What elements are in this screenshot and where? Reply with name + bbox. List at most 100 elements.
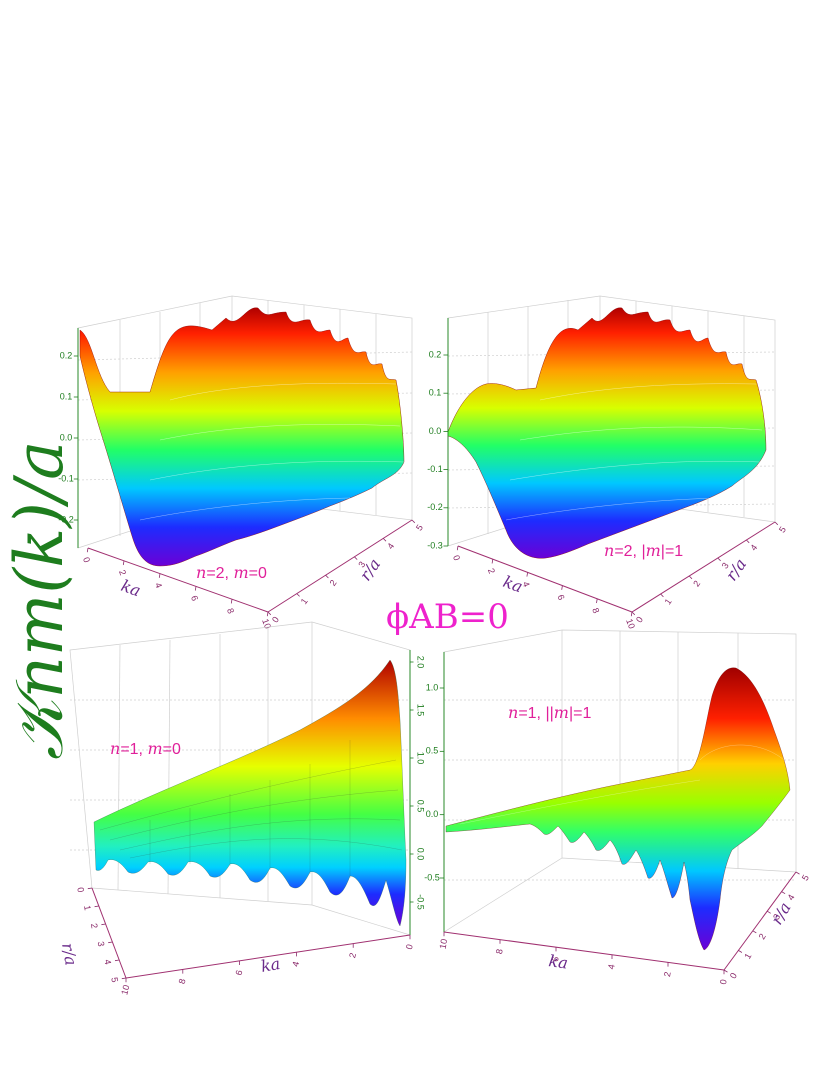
panel-label: n=2, |m|=1 <box>604 541 683 560</box>
y-tick-mark <box>746 539 750 544</box>
y-tick-mark <box>94 905 99 908</box>
surface-n2-m0 <box>79 307 405 567</box>
y-tick-mark <box>382 538 387 542</box>
x-tick-label: 2 <box>347 952 358 959</box>
x-tick-mark <box>456 545 459 551</box>
y-tick-label: 0 <box>634 615 645 625</box>
x-axis: 10 8 6 4 2 0 ka <box>438 931 729 986</box>
y-tick-label: 5 <box>414 523 425 533</box>
z-tick-label: 0.0 <box>416 848 426 861</box>
z-tick-label: 0.5 <box>426 746 439 756</box>
y-tick-label: 5 <box>109 977 120 984</box>
z-tick-label: -0.3 <box>427 540 443 550</box>
center-phi-label: ϕAB=0 <box>386 597 509 637</box>
x-tick-mark <box>266 611 269 617</box>
x-tick-mark <box>158 573 161 578</box>
y-tick-label: 1 <box>82 905 93 912</box>
surface-n1-m1 <box>445 667 791 951</box>
x-tick-mark <box>122 560 125 566</box>
y-axis-label: r/a <box>58 941 81 967</box>
z-tick-label: 0.2 <box>429 349 442 359</box>
y-tick-mark <box>108 941 113 944</box>
x-axis-label: ka <box>119 576 144 600</box>
x-tick-mark <box>194 586 197 591</box>
z-tick-label: -0.1 <box>427 464 443 474</box>
x-tick-label: 6 <box>189 594 200 602</box>
y-tick-label: 3 <box>356 560 367 570</box>
z-axis: 2.0 1.5 1.0 0.5 0.0 -0.5 <box>409 650 426 935</box>
x-tick-mark <box>491 559 494 564</box>
x-tick-label: 0 <box>718 979 729 986</box>
y-tick-mark <box>354 556 358 560</box>
y-tick-label: 2 <box>328 578 339 588</box>
y-tick-label: 1 <box>663 597 674 607</box>
y-tick-label: 4 <box>385 541 396 551</box>
y-tick-mark <box>267 611 272 616</box>
y-tick-mark <box>87 887 93 890</box>
y-tick-label: 2 <box>89 923 100 930</box>
y-tick-mark <box>752 930 757 934</box>
y-tick-label: 3 <box>96 941 107 948</box>
shared-z-axis-label: 𝒦nm(k)/a <box>1 441 78 760</box>
y-tick-label: 3 <box>771 912 782 921</box>
x-tick-label: 0 <box>404 943 415 950</box>
x-tick-label: 4 <box>521 580 532 588</box>
y-tick-label: 4 <box>748 543 759 553</box>
x-tick-label: 8 <box>590 607 601 615</box>
y-tick-mark <box>723 969 728 973</box>
y-tick-mark <box>660 593 664 598</box>
panel-bottom-right: 1.0 0.5 0.0 -0.5 10 8 6 4 2 0 ka 0 1 2 3 4 5 r/a n=1,… <box>424 629 811 986</box>
y-tick-label: 1 <box>299 596 310 606</box>
x-tick-label: 8 <box>177 978 188 985</box>
y-tick-label: 5 <box>800 873 811 882</box>
panel-label: n=1, ||m|=1 <box>508 703 591 722</box>
z-tick-label: 0.1 <box>429 388 442 398</box>
y-tick-mark <box>795 871 800 875</box>
z-axis: 0.2 0.1 0.0 -0.1 -0.2 <box>58 328 79 548</box>
panel-label: n=2, m=0 <box>196 563 267 582</box>
x-tick-label: 10 <box>438 938 450 950</box>
z-tick-label: -0.2 <box>427 502 443 512</box>
x-tick-mark <box>230 599 233 604</box>
panel-label: n=1, m=0 <box>110 739 181 758</box>
y-tick-label: 0 <box>270 615 281 625</box>
surface-ridge-lines <box>459 744 785 825</box>
y-tick-mark <box>781 891 786 895</box>
z-tick-label: 0.1 <box>60 391 73 401</box>
y-tick-label: 4 <box>785 893 796 902</box>
x-axis-label: ka <box>547 951 569 972</box>
x-tick-label: 0 <box>451 554 462 562</box>
z-tick-label: 0.0 <box>429 426 442 436</box>
y-tick-mark <box>688 575 693 580</box>
y-tick-mark <box>114 959 120 962</box>
z-tick-label: 0.0 <box>60 432 73 442</box>
z-tick-label: 0.2 <box>60 350 73 360</box>
z-tick-label: 1.0 <box>426 682 439 692</box>
y-axis: 0 1 2 3 4 5 r/a <box>58 887 127 984</box>
y-axis-label: r/a <box>722 555 751 584</box>
y-tick-mark <box>738 950 743 953</box>
z-tick-label: 2.0 <box>416 656 426 669</box>
surface-mesh-lines <box>99 740 403 878</box>
y-tick-mark <box>631 611 636 616</box>
z-tick-label: -0.2 <box>58 514 74 524</box>
y-axis-label: r/a <box>356 555 385 584</box>
y-tick-label: 4 <box>102 959 113 966</box>
z-tick-label: -0.5 <box>424 872 440 882</box>
x-tick-label: 6 <box>555 593 566 601</box>
surface-n1-m0 <box>93 659 407 927</box>
z-tick-label: 0.5 <box>416 800 426 813</box>
surface-ridge-lines <box>139 382 405 521</box>
x-axis: 10 8 6 4 2 0 ka <box>119 934 415 996</box>
y-axis-label: r/a <box>767 899 795 928</box>
x-tick-label: 4 <box>153 581 164 589</box>
panel-bottom-left: 2.0 1.5 1.0 0.5 0.0 -0.5 10 8 6 4 2 0 ka 0 1 2 3 4 5 r/… <box>58 621 426 996</box>
y-tick-mark <box>411 519 416 524</box>
x-tick-label: 2 <box>117 569 128 577</box>
surface-n2-m1 <box>447 307 767 559</box>
z-tick-label: 0.0 <box>426 809 439 819</box>
x-tick-label: 0 <box>81 556 92 564</box>
